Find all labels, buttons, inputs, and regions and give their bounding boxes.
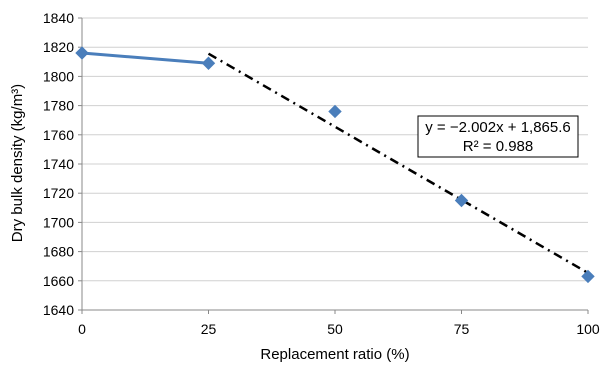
lines-layer — [81, 51, 589, 274]
x-tick-label: 50 — [327, 321, 343, 337]
y-tick-label: 1640 — [43, 302, 74, 318]
annotation-box — [417, 115, 579, 158]
trendline-annotation: y = −2.002x + 1,865.6 R² = 0.988 — [417, 115, 579, 158]
x-tick-label: 100 — [576, 321, 600, 337]
y-tick-label: 1840 — [43, 10, 74, 26]
y-tick-label: 1660 — [43, 273, 74, 289]
annotation-equation: y = −2.002x + 1,865.6 — [425, 119, 571, 136]
axes-layer — [78, 17, 589, 314]
x-tick-label: 75 — [454, 321, 470, 337]
points-layer — [75, 46, 595, 284]
x-axis-title: Replacement ratio (%) — [260, 346, 409, 363]
grid-layer — [82, 17, 588, 282]
y-tick-label: 1800 — [43, 68, 74, 84]
y-tick-label: 1720 — [43, 185, 74, 201]
data-point-marker — [328, 104, 342, 119]
y-axis-title: Dry bulk density (kg/m³) — [9, 84, 26, 242]
annotation-r-squared: R² = 0.988 — [463, 138, 533, 155]
y-tick-label: 1820 — [43, 39, 74, 55]
y-tick-label: 1780 — [43, 98, 74, 114]
y-tick-label: 1700 — [43, 214, 74, 230]
x-tick-label: 25 — [201, 321, 217, 337]
y-tick-label: 1680 — [43, 244, 74, 260]
data-point-marker — [581, 269, 595, 284]
x-tick-label: 0 — [78, 321, 86, 337]
data-point-marker — [201, 56, 216, 70]
series-connector-line — [81, 51, 209, 65]
data-point-marker — [75, 46, 89, 60]
data-point-marker — [454, 193, 469, 208]
y-tick-label: 1760 — [43, 127, 74, 143]
labels-layer: 1640 1660 1680 1700 1720 1740 1760 1780 1800 1820… — [43, 10, 600, 337]
y-tick-label: 1740 — [43, 156, 74, 172]
linear-trendline — [207, 52, 589, 274]
